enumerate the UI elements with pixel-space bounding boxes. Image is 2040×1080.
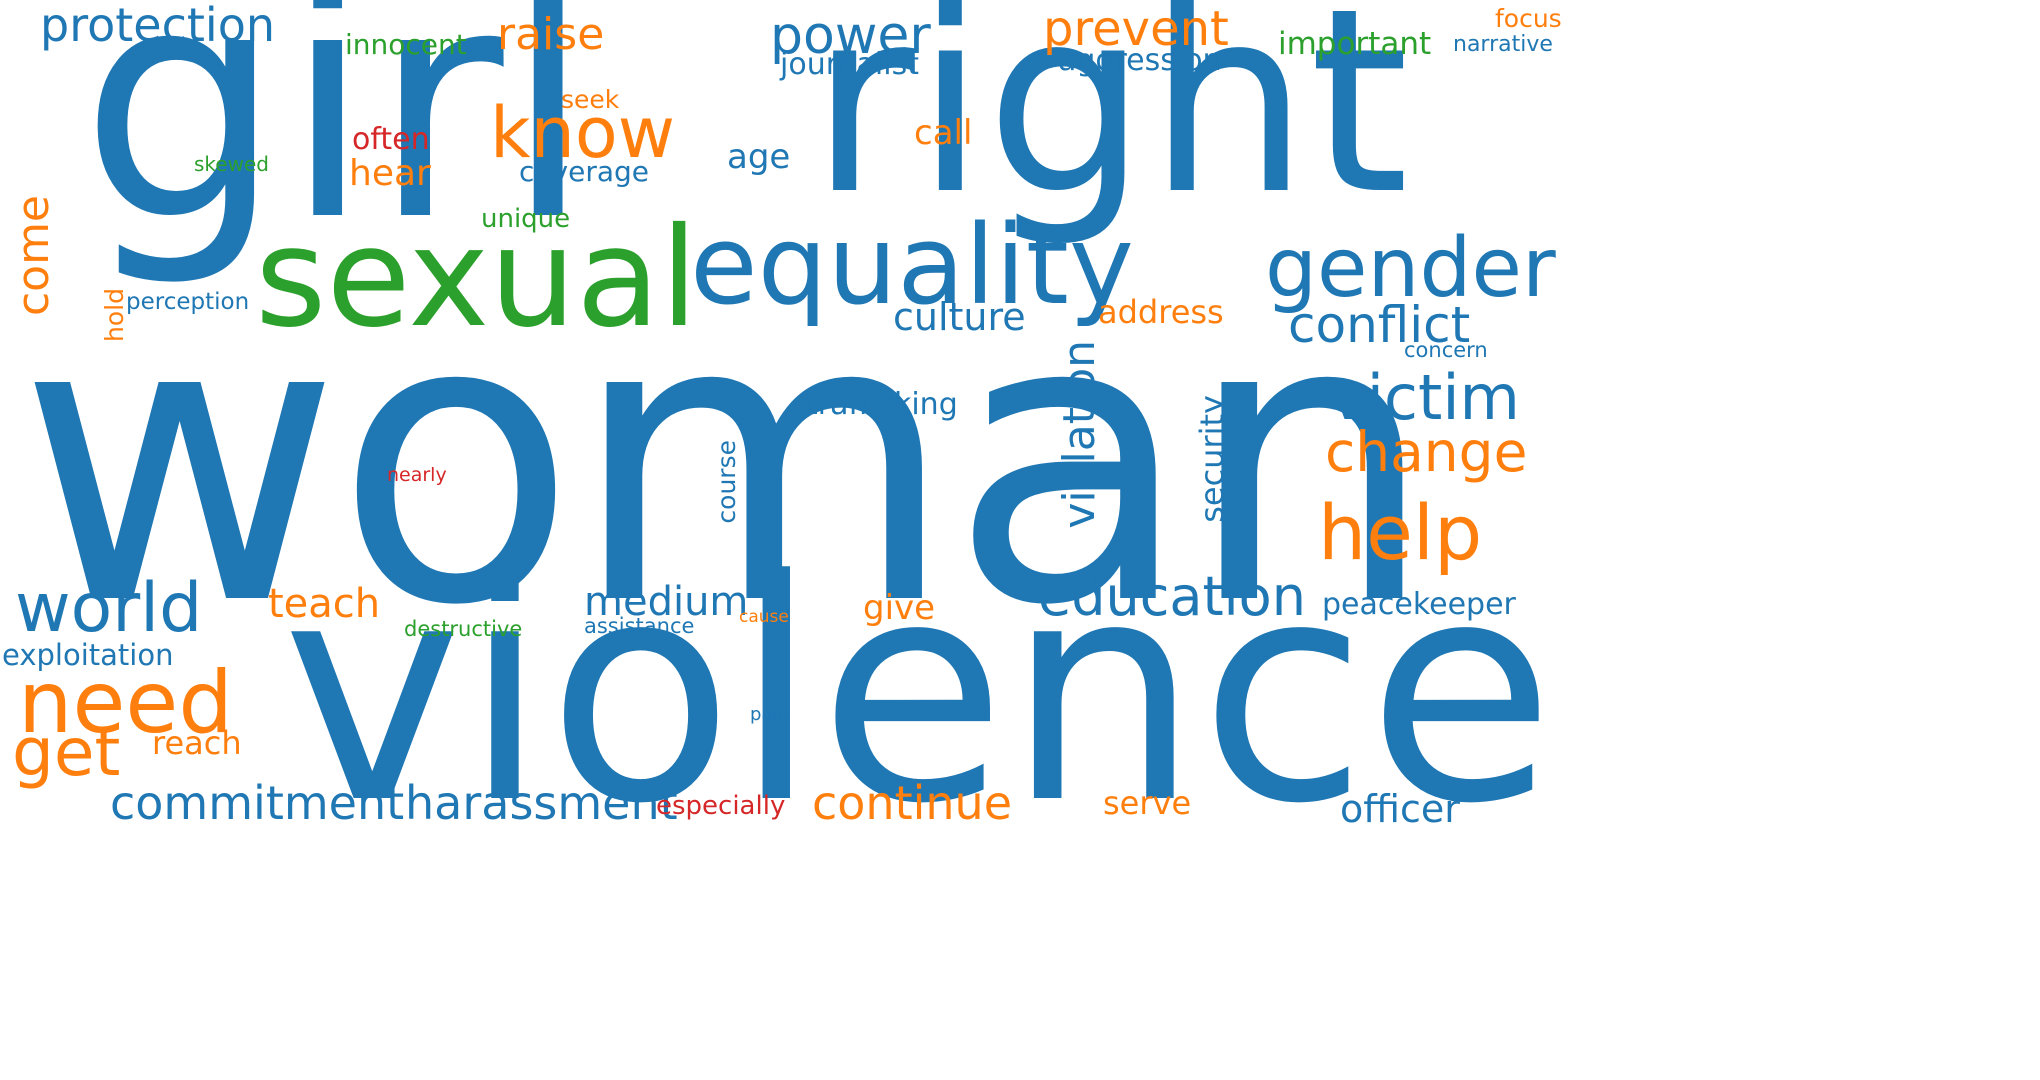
word-destructive: destructive (404, 617, 523, 641)
word-commitment: commitment (110, 776, 405, 830)
word-woman: woman (18, 232, 1436, 692)
word-pain: pain (750, 704, 789, 725)
word-cause: cause (739, 607, 789, 627)
word-harassment: harassment (405, 776, 678, 830)
word-education: education (1038, 565, 1306, 628)
word-right: right (810, 0, 1410, 251)
word-narrative: narrative (1453, 32, 1553, 57)
word-change: change (1325, 420, 1528, 484)
word-gender: gender (1265, 221, 1556, 316)
word-trafficking: trafficking (806, 387, 958, 422)
word-victim: victim (1330, 361, 1520, 434)
word-give: give (863, 588, 936, 628)
word-peacekeeper: peacekeeper (1322, 587, 1516, 622)
word-serve: serve (1103, 784, 1192, 822)
word-medium: medium (584, 579, 749, 625)
word-sexual: sexual (255, 199, 699, 358)
word-unique: unique (481, 204, 571, 234)
word-girl: girl (80, 0, 593, 291)
word-exploitation: exploitation (2, 638, 174, 672)
word-hold: hold (100, 288, 129, 342)
word-prevent: prevent (1043, 1, 1229, 57)
word-innocent: innocent (345, 28, 467, 61)
word-course: course (712, 440, 741, 524)
word-culture: culture (893, 295, 1026, 339)
word-power: power (770, 6, 931, 66)
word-officer: officer (1340, 787, 1460, 831)
word-help: help (1318, 488, 1483, 577)
word-reach: reach (152, 724, 242, 762)
word-call: call (914, 113, 973, 153)
word-nearly: nearly (387, 464, 447, 486)
word-world: world (15, 569, 203, 648)
word-often: often (352, 122, 430, 157)
word-get: get (12, 714, 121, 791)
word-concern: concern (1404, 338, 1488, 362)
word-aggression: aggression (1058, 43, 1222, 78)
word-age: age (727, 137, 791, 177)
word-continue: continue (812, 776, 1013, 830)
word-come: come (8, 195, 59, 317)
word-teach: teach (268, 581, 381, 627)
word-violation: violation (1054, 340, 1105, 529)
word-journalist: journalist (780, 47, 919, 82)
word-protection: protection (40, 0, 275, 52)
word-assistance: assistance (584, 614, 695, 638)
word-security: security (1193, 395, 1231, 523)
word-equality: equality (690, 201, 1134, 329)
word-focus: focus (1495, 4, 1562, 33)
word-important: important (1278, 26, 1432, 62)
word-need: need (18, 653, 233, 753)
word-perception: perception (126, 289, 250, 315)
word-seek: seek (561, 85, 620, 114)
word-know: know (490, 92, 675, 174)
word-violence: violence (282, 515, 1555, 870)
word-conflict: conflict (1288, 296, 1471, 354)
word-coverage: coverage (519, 155, 649, 188)
word-address: address (1098, 293, 1224, 331)
word-hear: hear (349, 153, 431, 194)
word-skewed: skewed (194, 152, 269, 176)
word-especially: especially (656, 791, 786, 821)
word-raise: raise (497, 9, 605, 60)
